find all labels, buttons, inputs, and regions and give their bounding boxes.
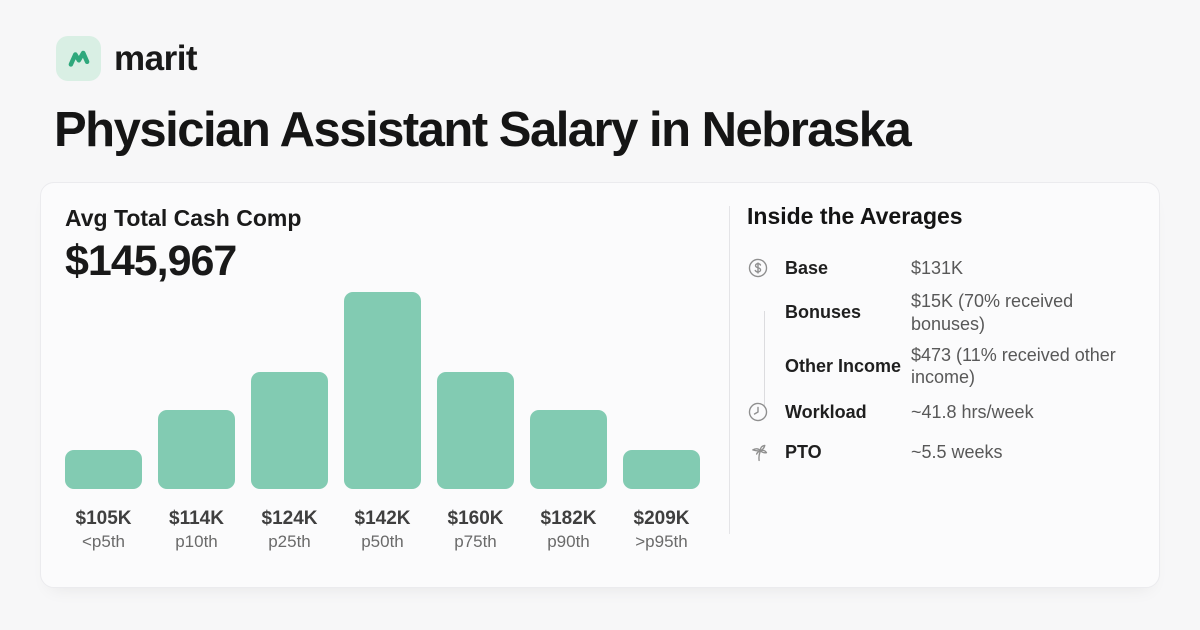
row-other-income: Other Income $473 (11% received other in… bbox=[747, 340, 1137, 392]
bar-col-p50 bbox=[344, 292, 421, 489]
salary-distribution-chart bbox=[65, 292, 700, 489]
axis-label-p90: $182K p90th bbox=[530, 508, 607, 552]
bar-p90 bbox=[530, 410, 607, 489]
bar-col-p90 bbox=[530, 410, 607, 489]
marit-logo-icon bbox=[56, 36, 101, 81]
row-pto: PTO ~5.5 weeks bbox=[747, 435, 1137, 469]
bar-value-label: $182K bbox=[540, 508, 597, 529]
axis-label-p75: $160K p75th bbox=[437, 508, 514, 552]
avg-comp-value: $145,967 bbox=[65, 237, 237, 285]
axis-label-p50: $142K p50th bbox=[344, 508, 421, 552]
bar-percentile-label: p75th bbox=[454, 532, 497, 551]
row-label: Other Income bbox=[785, 355, 902, 376]
bar-p50 bbox=[344, 292, 421, 489]
bar-p95 bbox=[623, 450, 700, 489]
bar-p25 bbox=[251, 372, 328, 489]
avg-comp-label: Avg Total Cash Comp bbox=[65, 205, 302, 231]
row-label: Base bbox=[785, 257, 829, 278]
panel-divider bbox=[729, 206, 730, 534]
dollar-circle-icon bbox=[747, 257, 769, 279]
icon-spacer bbox=[747, 355, 769, 377]
page-title: Physician Assistant Salary in Nebraska bbox=[54, 103, 912, 157]
chart-axis-labels: $105K <p5th $114K p10th $124K p25th $142… bbox=[65, 508, 700, 552]
bar-percentile-label: <p5th bbox=[81, 532, 125, 551]
row-label: PTO bbox=[785, 441, 822, 462]
bar-value-label: $114K bbox=[169, 508, 224, 529]
bar-value-label: $160K bbox=[447, 508, 504, 529]
bar-percentile-label: p10th bbox=[175, 532, 218, 551]
bar-col-p25 bbox=[251, 372, 328, 489]
bar-p75 bbox=[437, 372, 514, 489]
salary-card: Avg Total Cash Comp $145,967 $105K <p5th… bbox=[40, 182, 1160, 588]
bar-value-label: $142K bbox=[354, 508, 411, 529]
inside-averages-title: Inside the Averages bbox=[747, 203, 963, 229]
bar-col-p5 bbox=[65, 450, 142, 489]
bar-p10 bbox=[158, 410, 235, 489]
axis-label-p10: $114K p10th bbox=[158, 508, 235, 552]
bar-value-label: $124K bbox=[261, 508, 318, 529]
axis-label-p95: $209K >p95th bbox=[623, 508, 700, 552]
row-value: $131K bbox=[911, 257, 964, 278]
marit-logo-mark-icon bbox=[68, 50, 89, 67]
bar-percentile-label: >p95th bbox=[635, 532, 688, 551]
inside-averages-panel: Inside the Averages Base $131K Bonuses $… bbox=[747, 203, 1137, 469]
row-value: ~41.8 hrs/week bbox=[911, 401, 1034, 422]
avg-comp-summary: Avg Total Cash Comp $145,967 bbox=[65, 205, 301, 286]
bar-value-label: $209K bbox=[633, 508, 690, 529]
inside-averages-rows: Base $131K Bonuses $15K (70% received bo… bbox=[747, 251, 1137, 469]
bar-percentile-label: p25th bbox=[268, 532, 311, 551]
bar-value-label: $105K bbox=[75, 508, 132, 529]
bar-percentile-label: p50th bbox=[361, 532, 404, 551]
brand-header: marit bbox=[56, 36, 198, 81]
row-label: Workload bbox=[785, 401, 867, 422]
axis-label-p25: $124K p25th bbox=[251, 508, 328, 552]
bar-percentile-label: p90th bbox=[547, 532, 590, 551]
row-workload: Workload ~41.8 hrs/week bbox=[747, 395, 1137, 429]
bar-p5 bbox=[65, 450, 142, 489]
axis-label-p5: $105K <p5th bbox=[65, 508, 142, 552]
row-base: Base $131K bbox=[747, 251, 1137, 285]
row-value: $473 (11% received other income) bbox=[911, 344, 1116, 388]
row-value: ~5.5 weeks bbox=[911, 441, 1003, 462]
row-bonuses: Bonuses $15K (70% received bonuses) bbox=[747, 290, 1137, 335]
icon-spacer bbox=[747, 302, 769, 324]
bar-col-p75 bbox=[437, 372, 514, 489]
row-value: $15K (70% received bonuses) bbox=[911, 291, 1074, 334]
bar-col-p95 bbox=[623, 450, 700, 489]
brand-wordmark: marit bbox=[114, 38, 198, 78]
comp-group-connector-line bbox=[764, 311, 765, 407]
bar-col-p10 bbox=[158, 410, 235, 489]
palm-tree-icon bbox=[747, 441, 769, 463]
clock-icon bbox=[747, 401, 769, 423]
row-label: Bonuses bbox=[785, 302, 862, 322]
